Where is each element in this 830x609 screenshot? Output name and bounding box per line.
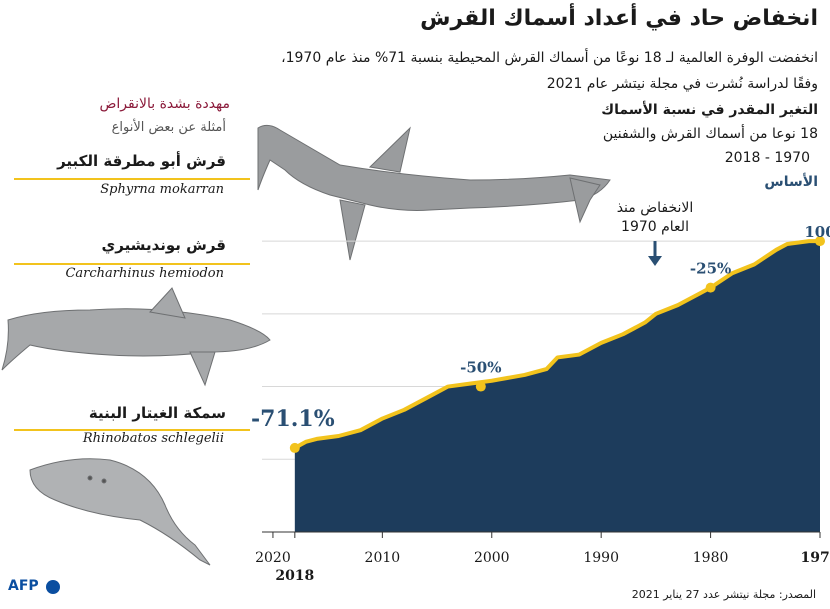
marker-1980 — [705, 282, 716, 293]
marker-2018 — [289, 442, 300, 453]
intro-line-2: وفقًا لدراسة نُشرت في مجلة نيتشر عام 202… — [546, 76, 818, 92]
afp-logo-icon — [46, 580, 60, 594]
species-rule-3 — [14, 429, 250, 431]
intro-line-1: انخفضت الوفرة العالمية لـ 18 نوعًا من أس… — [281, 50, 818, 66]
page-title: انخفاض حاد في أعداد أسماك القرش — [420, 6, 818, 31]
x-tick-label-2018: 2018 — [275, 568, 314, 584]
area-fill — [294, 241, 821, 532]
species-arabic-1: قرش أبو مطرقة الكبير — [57, 152, 226, 170]
source-note: المصدر: مجلة نيتشر عدد 27 يناير 2021 — [631, 588, 816, 601]
x-tick-label-1980: 1980 — [693, 550, 729, 566]
annotation-line-1: الانخفاض منذ — [616, 200, 694, 216]
species-rule-2 — [14, 263, 250, 265]
series-line — [293, 239, 820, 450]
marker-1970 — [815, 236, 825, 247]
species-latin-3: Rhinobatos schlegelii — [82, 431, 224, 446]
hammerhead-shark-illustration — [257, 124, 611, 261]
species-arabic-3: سمكة الغيتار البنية — [88, 404, 226, 422]
annotation-arrow-head — [648, 256, 662, 266]
species-rule-1 — [14, 178, 250, 180]
annotation-line-2: العام 1970 — [621, 219, 689, 235]
legend-examples: أمثلة عن بعض الأنواع — [111, 120, 226, 135]
data-label-1970: 100 — [804, 223, 830, 241]
x-tick-label-2010: 2010 — [365, 550, 401, 566]
species-latin-2: Carcharhinus hemiodon — [65, 266, 224, 281]
legend-endangered: مهددة بشدة بالانقراض — [99, 96, 230, 112]
chart-title: التغير المقدر في نسبة الأسماك — [601, 102, 818, 118]
species-arabic-2: قرش بونديشيري — [101, 236, 226, 254]
chart-subtitle: 18 نوعا من أسماك القرش والشفنين — [602, 126, 818, 142]
data-label-2001: -50% — [460, 359, 501, 377]
x-tick-label-2020: 2020 — [255, 550, 291, 566]
base-label: الأساس — [764, 174, 818, 190]
x-tick-label-1990: 1990 — [583, 550, 619, 566]
x-tick-label-2000: 2000 — [474, 550, 510, 566]
guitarfish-illustration — [29, 458, 211, 566]
data-label-2018: -71.1% — [251, 406, 335, 432]
chart-range: 1970 - 2018 — [724, 150, 810, 166]
x-tick-label-1970: 1970 — [801, 550, 830, 566]
pondicherry-shark-illustration — [1, 287, 271, 387]
species-latin-1: Sphyrna mokarran — [100, 182, 224, 197]
afp-logo-text: AFP — [8, 578, 39, 594]
data-label-1980: -25% — [690, 260, 731, 278]
marker-2001 — [475, 381, 486, 392]
